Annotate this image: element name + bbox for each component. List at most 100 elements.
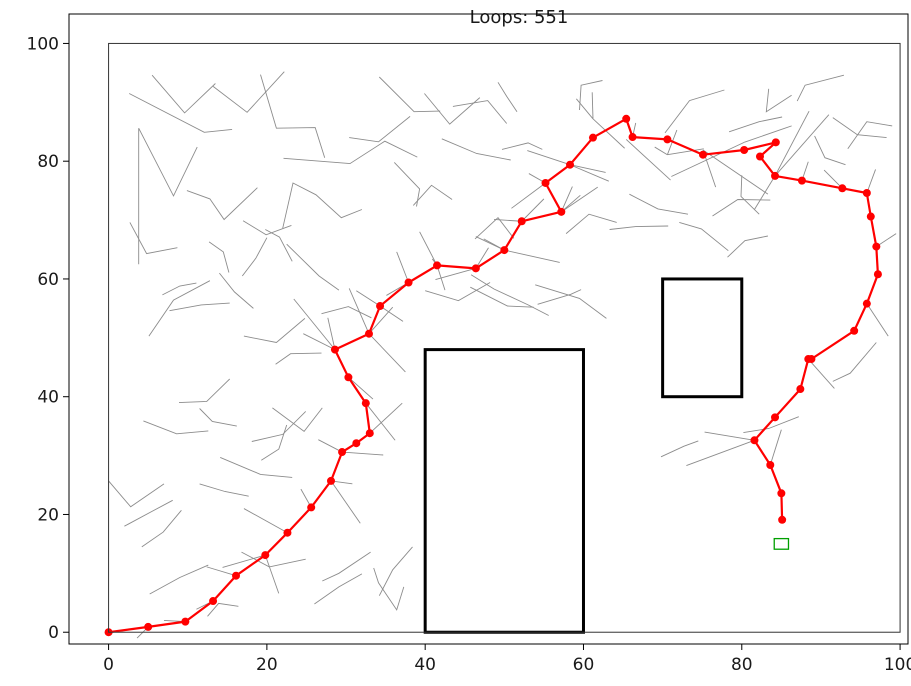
y-tick-label: 100 — [27, 34, 59, 54]
path-point — [261, 551, 270, 560]
tree-edge — [667, 148, 704, 156]
x-tick-label: 20 — [256, 655, 278, 675]
path-point — [873, 270, 882, 279]
tree-edge — [769, 429, 782, 466]
obstacle-rect — [661, 277, 744, 399]
tree-edge — [569, 164, 609, 182]
path-point — [330, 345, 339, 354]
tree-edge — [625, 139, 671, 181]
tree-edge — [592, 118, 625, 149]
tree-branch — [664, 89, 725, 134]
tree-edge — [744, 125, 792, 143]
tree-edge — [774, 110, 810, 177]
path-point — [404, 278, 413, 287]
tree-branch — [412, 184, 453, 206]
tree-branch — [251, 411, 307, 442]
path-point — [471, 264, 480, 273]
tree-edge — [704, 431, 755, 441]
tree-edge — [561, 186, 598, 213]
obstacle-rect — [423, 348, 585, 634]
goal-marker — [773, 537, 790, 550]
x-tick-label: 80 — [731, 655, 753, 675]
tree-edge — [243, 508, 288, 534]
tree-branch — [199, 483, 249, 497]
path-point — [698, 150, 707, 159]
tree-edge — [560, 186, 573, 213]
path-point — [307, 503, 316, 512]
path-point — [796, 385, 805, 394]
tree-edge — [561, 195, 581, 213]
tree-edge — [356, 290, 381, 307]
tree-branch — [108, 480, 165, 508]
tree-edge — [396, 251, 409, 283]
path-point — [364, 329, 373, 338]
x-tick-label: 60 — [573, 655, 595, 675]
tree-edge — [521, 198, 545, 222]
path-point — [338, 448, 347, 457]
tree-branch — [272, 407, 323, 433]
tree-edge — [654, 146, 668, 156]
tree-branch — [141, 510, 182, 548]
tree-edge — [330, 480, 361, 524]
tree-branch — [241, 237, 268, 277]
tree-edge — [318, 439, 343, 453]
tree-branch — [728, 116, 783, 133]
tree-branch — [470, 286, 534, 308]
tree-edge — [591, 92, 594, 119]
obstacles — [423, 277, 744, 634]
tree-edge — [365, 402, 396, 441]
tree-branch — [847, 121, 893, 150]
tree-edge — [866, 169, 876, 194]
tree-edge — [368, 306, 394, 335]
tree-branch — [565, 213, 617, 234]
path-point — [838, 184, 847, 193]
tree-branch — [321, 306, 372, 319]
tree-branch — [199, 408, 237, 427]
path-point — [628, 133, 637, 142]
tree-branch — [349, 116, 411, 143]
tree-branch — [579, 80, 603, 111]
path-point — [283, 528, 292, 537]
path-point — [232, 571, 241, 580]
tree-edge — [494, 219, 522, 222]
tree-edge — [348, 376, 374, 400]
tree-branch — [212, 71, 285, 113]
path-point — [771, 413, 780, 422]
tree-branch — [138, 127, 198, 265]
path-point — [740, 146, 749, 155]
path-point — [326, 476, 335, 485]
tree-branch — [373, 567, 405, 611]
tree-edge — [348, 288, 370, 334]
path-point — [365, 429, 374, 438]
tree-branch — [243, 318, 306, 343]
path-point — [862, 299, 871, 308]
tree-branch — [712, 199, 771, 217]
path-point — [352, 439, 361, 448]
tree-branch — [143, 420, 209, 435]
tree-branch — [208, 241, 230, 273]
tree-branch — [314, 573, 363, 605]
tree-branch — [537, 289, 582, 305]
tree-branch — [242, 220, 292, 236]
x-tick-label: 40 — [414, 655, 436, 675]
tree-branch — [660, 440, 699, 458]
path-point — [755, 152, 764, 161]
tree-edge — [866, 303, 889, 337]
y-tick-label: 60 — [37, 270, 59, 290]
tree-branch — [322, 551, 371, 582]
tree-branch — [220, 456, 293, 478]
workspace-boundary — [108, 42, 901, 633]
tree-branch — [260, 74, 326, 158]
tree-branch — [148, 280, 211, 337]
tree-branch — [814, 135, 846, 166]
axes: 0 20 40 60 80 100 0 20 40 60 80 100 — [27, 13, 911, 675]
tree-edge — [527, 150, 571, 166]
path-point — [209, 597, 218, 606]
tree-branch — [765, 88, 792, 113]
tree-branch — [629, 193, 689, 215]
path-point — [361, 399, 370, 408]
path-point — [144, 622, 153, 631]
tree-edge — [435, 267, 476, 280]
tree-branch — [832, 342, 877, 382]
tree-branch — [727, 235, 768, 258]
